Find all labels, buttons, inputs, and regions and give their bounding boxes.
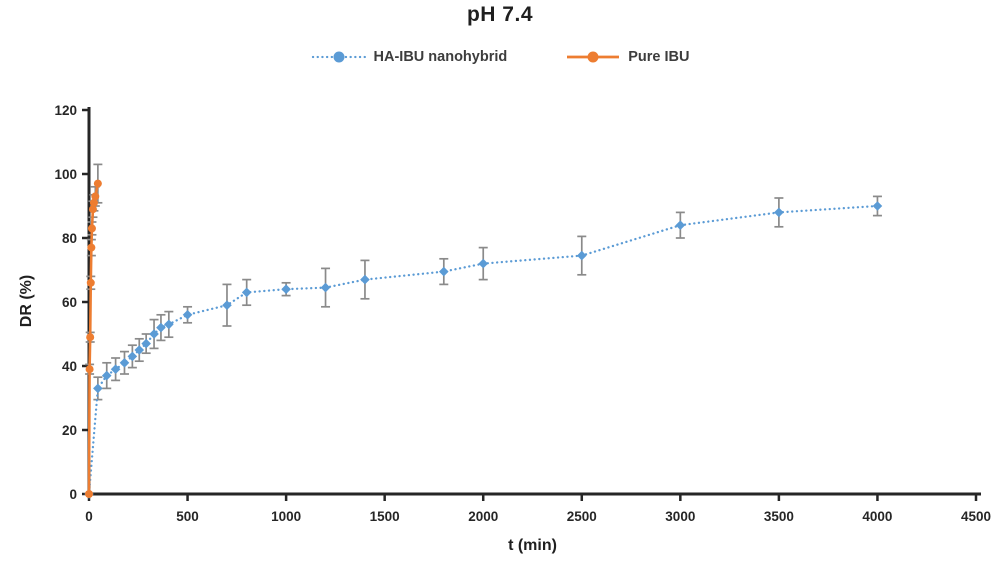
data-point-marker — [478, 258, 489, 269]
legend-label-ha-ibu: HA-IBU nanohybrid — [373, 49, 508, 65]
data-point-marker — [119, 358, 130, 368]
x-tick-label: 0 — [85, 509, 93, 524]
legend-item-ha-ibu-nanohybrid: HA-IBU nanohybrid — [311, 49, 508, 65]
y-tick-label: 20 — [62, 423, 77, 438]
data-point-marker — [872, 201, 883, 211]
data-point-marker — [86, 333, 95, 342]
data-point-marker — [110, 364, 121, 374]
legend-label-pure-ibu: Pure IBU — [628, 49, 690, 65]
data-point-marker — [320, 282, 331, 293]
data-point-marker — [88, 205, 97, 214]
y-tick-label: 120 — [54, 103, 77, 118]
data-point-marker — [182, 310, 193, 320]
legend-swatch-ha-ibu-icon — [311, 51, 366, 63]
data-point-marker — [87, 224, 96, 233]
data-point-marker — [156, 322, 166, 333]
y-tick-label: 40 — [62, 359, 77, 374]
data-point-marker — [141, 338, 151, 349]
series-ha-ibu-nanohybrid — [84, 195, 883, 499]
y-tick-label: 80 — [62, 231, 77, 246]
x-tick-label: 4000 — [862, 509, 892, 524]
x-tick-label: 3500 — [764, 509, 794, 524]
legend-swatch-pure-ibu-icon — [567, 51, 620, 63]
x-tick-label: 500 — [176, 509, 199, 524]
data-point-marker — [675, 220, 686, 230]
data-point-marker — [774, 207, 784, 218]
y-axis-title: DR (%) — [18, 274, 35, 328]
data-point-marker — [164, 319, 174, 330]
data-point-marker — [134, 345, 145, 355]
y-tick-label: 100 — [54, 167, 77, 182]
x-tick-label: 2500 — [567, 509, 597, 524]
data-point-marker — [281, 284, 291, 294]
data-point-marker — [241, 287, 252, 298]
data-point-marker — [87, 243, 96, 252]
data-point-marker — [93, 383, 103, 394]
legend-item-pure-ibu: Pure IBU — [565, 49, 689, 65]
data-point-marker — [439, 266, 449, 277]
data-point-marker — [149, 329, 159, 339]
legend: HA-IBU nanohybrid Pure IBU — [0, 49, 1000, 65]
x-tick-label: 1000 — [271, 509, 301, 524]
data-point-marker — [101, 370, 112, 381]
data-point-marker — [222, 300, 232, 310]
data-point-marker — [127, 351, 138, 362]
x-tick-label: 3000 — [665, 509, 695, 524]
y-tick-label: 60 — [62, 295, 77, 310]
x-tick-label: 1500 — [370, 509, 400, 524]
data-point-marker — [360, 274, 370, 285]
data-point-marker — [89, 198, 98, 207]
data-point-marker — [576, 250, 587, 261]
x-tick-label: 2000 — [468, 509, 498, 524]
chart-title: pH 7.4 — [466, 3, 534, 26]
x-axis-title: t (min) — [508, 537, 557, 554]
series-pure-ibu — [85, 163, 103, 498]
x-tick-label: 4500 — [961, 509, 991, 524]
data-point-marker — [85, 365, 94, 374]
data-point-marker — [86, 278, 95, 287]
y-tick-label: 0 — [69, 487, 77, 502]
data-point-marker — [85, 490, 93, 498]
series-line — [87, 204, 879, 496]
data-point-marker — [93, 179, 102, 188]
data-point-marker — [91, 192, 100, 201]
